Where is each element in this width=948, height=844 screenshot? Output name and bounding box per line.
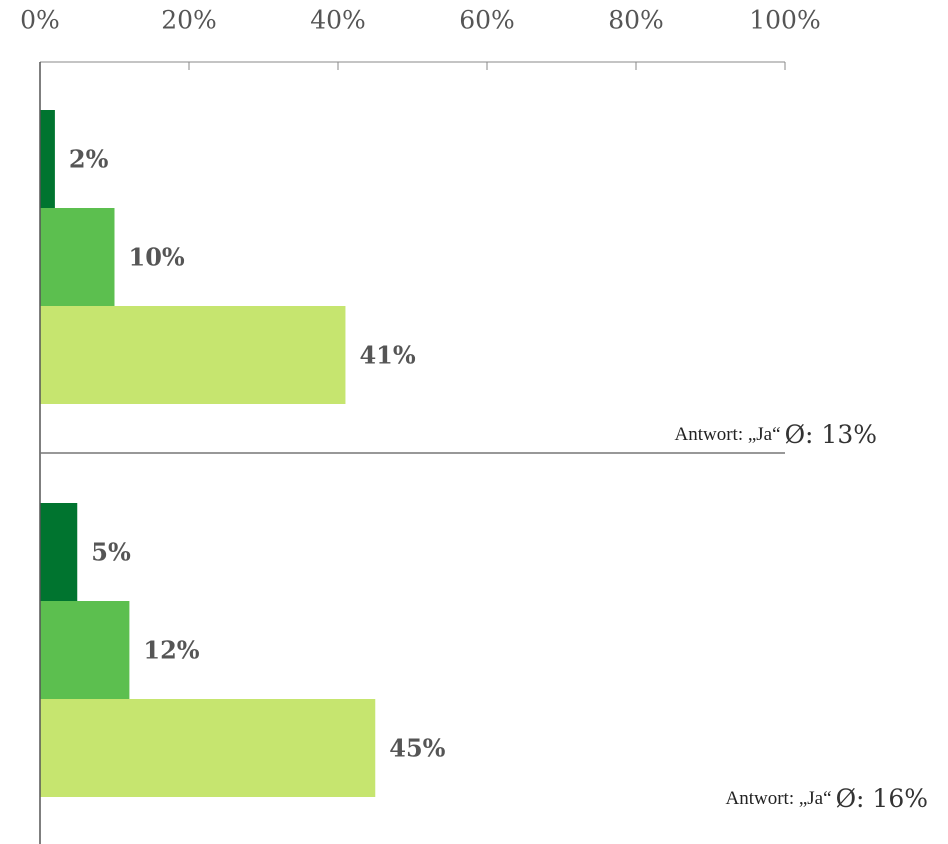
bar [40,699,376,797]
value-label: 2% [69,145,109,174]
value-label: 12% [143,636,199,665]
x-tick-label: 40% [310,6,366,35]
x-tick-label: 20% [161,6,217,35]
annotation: Antwort: „Ja“ Ø: 16% [726,784,929,813]
annotation-prefix: Antwort: „Ja“ [726,788,832,809]
bar [40,503,78,601]
value-label: 41% [359,341,415,370]
value-label: 45% [389,734,445,763]
value-label: 5% [91,538,131,567]
x-tick-label: 100% [749,6,820,35]
bar [40,601,130,699]
bar [40,110,55,208]
annotation: Antwort: „Ja“ Ø: 13% [675,420,878,449]
x-tick-label: 60% [459,6,515,35]
bar [40,208,115,306]
annotation-prefix: Antwort: „Ja“ [675,424,781,445]
annotation-text: Ø: 13% [785,420,877,449]
annotation-text: Ø: 16% [836,784,928,813]
x-tick-label: 0% [20,6,60,35]
x-tick-label: 80% [608,6,664,35]
bar [40,306,346,404]
value-label: 10% [129,243,185,272]
